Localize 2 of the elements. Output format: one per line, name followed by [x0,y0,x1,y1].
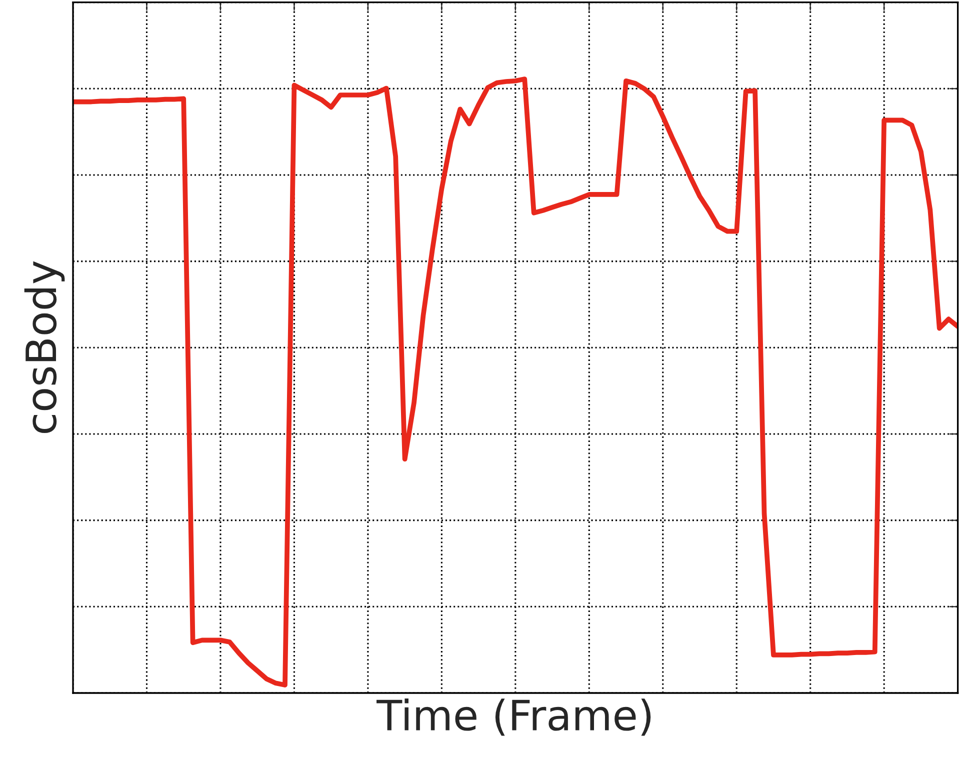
y-axis-title: cosBody [24,261,65,433]
x-axis-title: Time (Frame) [376,698,651,736]
